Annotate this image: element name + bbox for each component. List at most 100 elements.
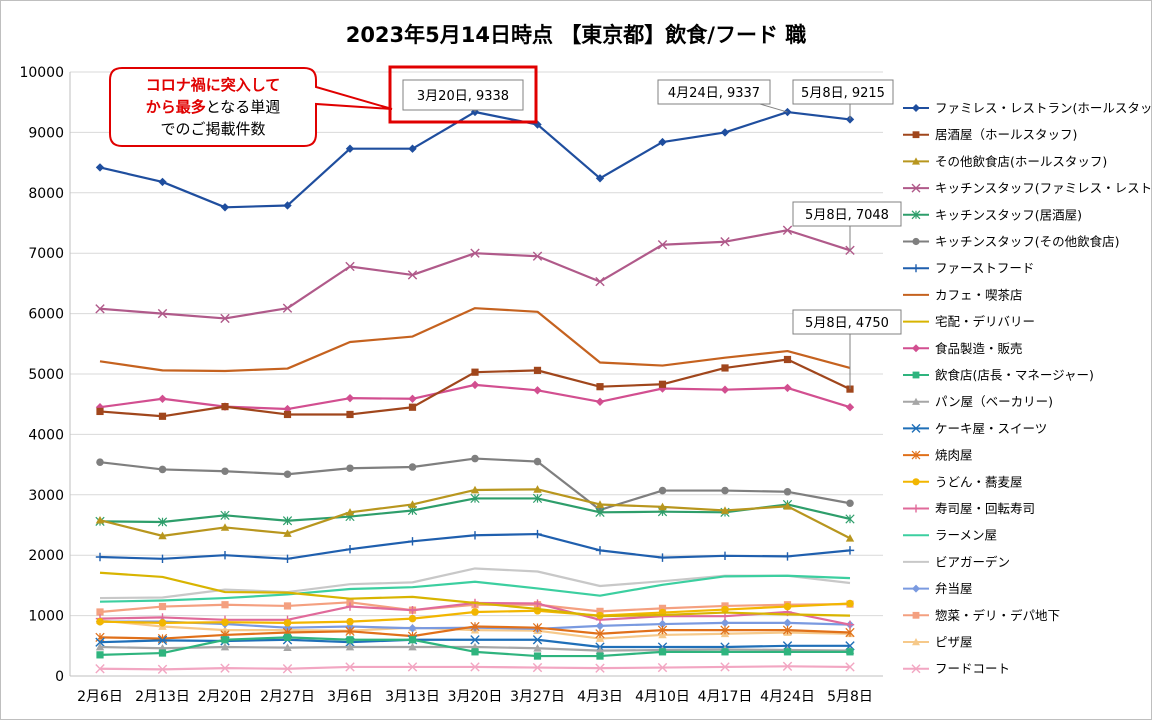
legend-marker bbox=[911, 183, 921, 193]
series-line bbox=[99, 229, 851, 320]
data-point bbox=[658, 619, 667, 629]
series bbox=[96, 633, 854, 660]
legend-label: 惣菜・デリ・デパ地下 bbox=[935, 608, 1060, 623]
data-point bbox=[345, 393, 355, 403]
series-layer bbox=[95, 107, 855, 675]
data-point bbox=[283, 554, 292, 564]
data-point bbox=[158, 412, 167, 420]
x-tick-label: 3月6日 bbox=[327, 689, 373, 705]
data-point bbox=[783, 552, 792, 561]
data-point bbox=[346, 410, 354, 419]
series-line bbox=[99, 571, 851, 618]
data-point bbox=[158, 554, 167, 564]
data-point bbox=[345, 144, 355, 153]
data-point bbox=[221, 618, 229, 627]
x-tick-label: 4月10日 bbox=[635, 689, 690, 705]
data-point bbox=[595, 397, 605, 406]
data-point bbox=[408, 403, 417, 411]
legend-item: その他飲食店(ホールスタッフ) bbox=[903, 154, 1107, 169]
data-point bbox=[346, 617, 354, 626]
data-point bbox=[345, 508, 355, 516]
legend-item: ファーストフード bbox=[903, 261, 1034, 276]
data-point bbox=[95, 515, 105, 524]
x-tick-label: 5月8日 bbox=[827, 689, 873, 705]
data-point bbox=[220, 523, 230, 531]
series-line bbox=[99, 307, 851, 373]
data-point bbox=[782, 661, 793, 672]
data-point bbox=[157, 635, 168, 646]
data-point bbox=[595, 634, 605, 642]
legend-marker bbox=[912, 638, 920, 646]
data-point bbox=[533, 386, 542, 395]
data-point bbox=[408, 642, 417, 651]
series bbox=[99, 574, 851, 603]
data-point bbox=[845, 245, 855, 255]
data-point bbox=[283, 619, 292, 627]
data-point bbox=[345, 544, 355, 554]
legend-item: カフェ・喫茶店 bbox=[903, 287, 1023, 302]
legend-item: 居酒屋（ホールスタッフ) bbox=[903, 127, 1077, 142]
data-point bbox=[783, 602, 792, 611]
legend-label: 居酒屋（ホールスタッフ) bbox=[935, 127, 1077, 142]
x-tick-label: 3月20日 bbox=[448, 689, 503, 705]
y-tick-label: 5000 bbox=[28, 367, 64, 383]
data-point bbox=[471, 368, 479, 376]
x-tick-label: 4月24日 bbox=[760, 689, 815, 705]
data-point bbox=[595, 629, 605, 639]
data-point bbox=[345, 622, 355, 631]
data-point bbox=[95, 642, 105, 651]
data-callout: 5月8日, 4750 bbox=[792, 309, 902, 390]
data-point bbox=[658, 502, 667, 511]
data-point bbox=[720, 618, 730, 628]
data-point bbox=[658, 380, 667, 388]
data-point bbox=[158, 465, 167, 474]
y-tick-label: 2000 bbox=[28, 548, 64, 564]
y-tick-label: 6000 bbox=[28, 307, 64, 323]
axes: 0 1000 2000 3000 4000 5000 6000 7000 8000 9000 100… bbox=[19, 65, 883, 705]
y-tick-label: 9000 bbox=[28, 125, 64, 141]
legend-marker bbox=[911, 450, 921, 460]
data-point bbox=[408, 500, 417, 508]
data-point bbox=[345, 642, 355, 651]
data-point bbox=[533, 457, 542, 466]
data-point bbox=[283, 643, 292, 651]
data-point bbox=[845, 514, 855, 524]
data-point bbox=[282, 664, 293, 674]
y-tick-label: 3000 bbox=[28, 488, 64, 504]
data-point bbox=[846, 599, 854, 608]
data-point bbox=[783, 355, 792, 364]
data-point bbox=[532, 623, 543, 633]
data-point bbox=[470, 635, 480, 645]
data-point bbox=[471, 608, 479, 616]
data-point bbox=[96, 407, 104, 416]
data-point bbox=[720, 506, 730, 514]
data-point bbox=[533, 529, 542, 539]
legend-item: 宅配・デリバリー bbox=[903, 314, 1035, 329]
data-point bbox=[470, 485, 480, 494]
legend-marker bbox=[912, 611, 920, 619]
legend-marker bbox=[912, 344, 920, 353]
data-point bbox=[283, 529, 292, 537]
data-callout: 4月24日, 9337 bbox=[657, 79, 788, 113]
data-point bbox=[658, 630, 667, 639]
legend-item: キッチンスタッフ(その他飲食店) bbox=[903, 234, 1120, 249]
data-point bbox=[95, 637, 105, 647]
legend-label: ファミレス・レストラン(ホールスタッフ) bbox=[935, 101, 1152, 116]
highlight-box bbox=[388, 65, 538, 124]
data-point bbox=[532, 635, 543, 645]
legend-item: フードコート bbox=[903, 661, 1010, 676]
legend-label: キッチンスタッフ(ファミレス・レストラン) bbox=[935, 181, 1152, 196]
data-point bbox=[408, 463, 417, 471]
callout-leader bbox=[759, 103, 788, 113]
data-point bbox=[345, 261, 355, 272]
legend-item: ファミレス・レストラン(ホールスタッフ) bbox=[903, 101, 1152, 116]
data-point bbox=[783, 502, 792, 510]
data-point bbox=[220, 551, 230, 560]
data-point bbox=[221, 601, 229, 609]
legend-marker bbox=[912, 584, 920, 593]
legend-item: キッチンスタッフ(ファミレス・レストラン) bbox=[903, 181, 1152, 196]
annotation-line-2: から最多となる単週 bbox=[146, 98, 281, 116]
data-point bbox=[783, 648, 792, 656]
legend-label: ピザ屋 bbox=[935, 635, 973, 650]
